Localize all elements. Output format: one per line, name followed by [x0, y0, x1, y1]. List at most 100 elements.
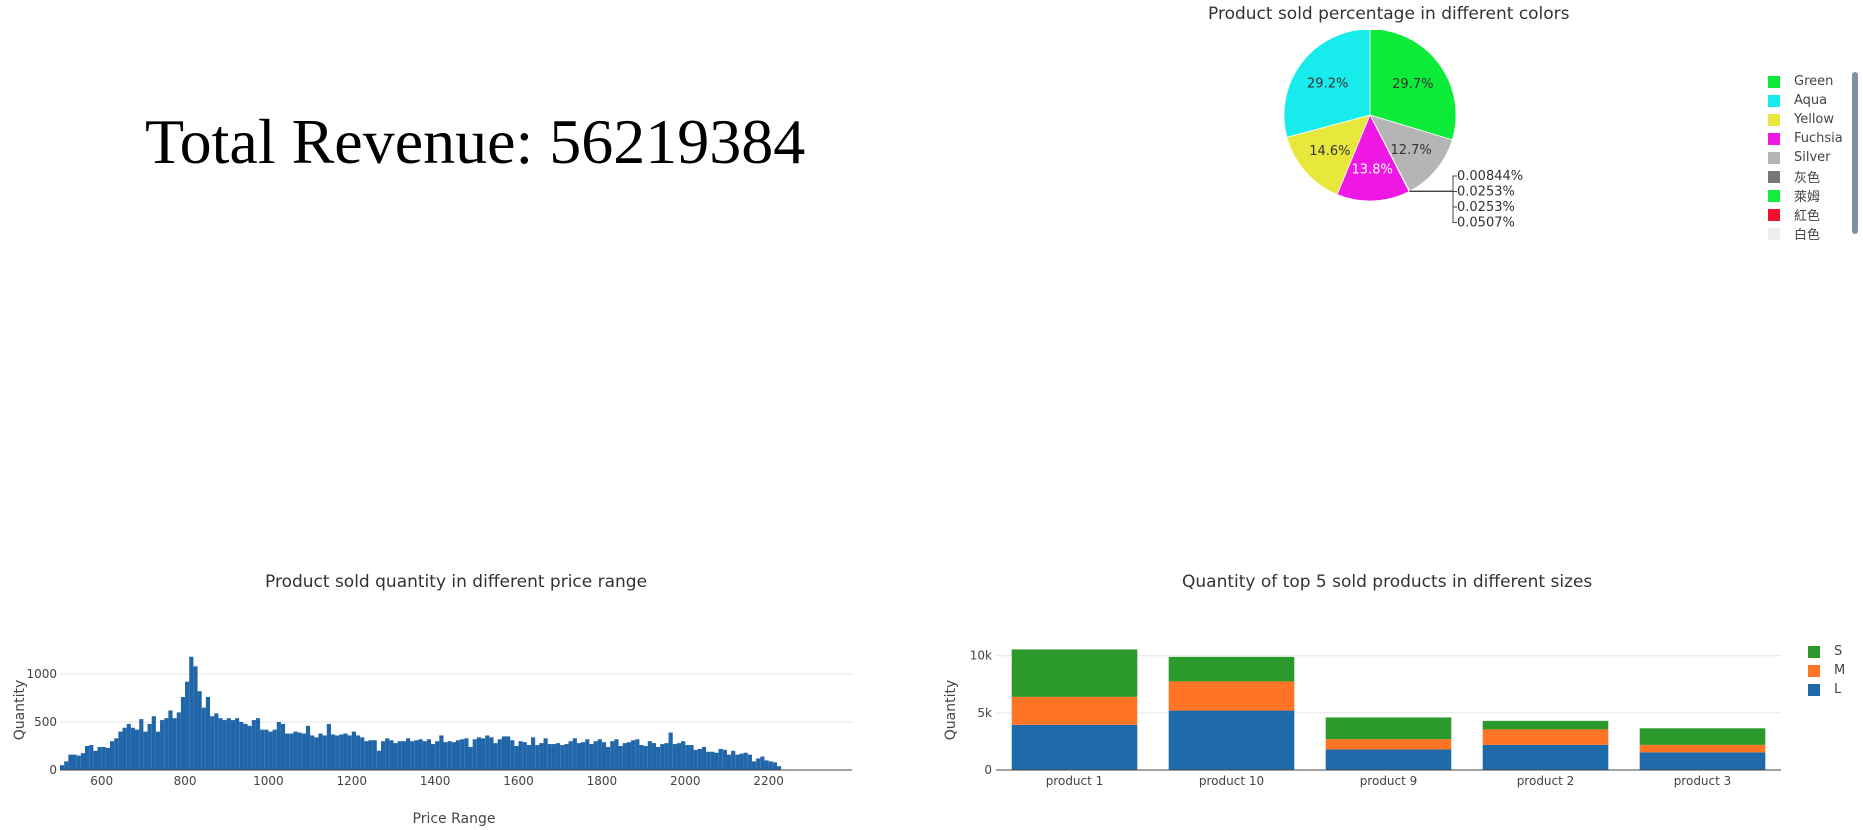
histogram-bar — [439, 735, 444, 770]
histogram-bar — [380, 741, 386, 770]
histogram-bar — [714, 752, 719, 770]
histogram-bar — [101, 746, 106, 770]
legend-item[interactable]: S — [1808, 642, 1845, 661]
legend-item[interactable]: Yellow — [1768, 110, 1848, 129]
y-axis-title: Quantity — [943, 680, 959, 741]
pie-chart: 29.7%12.7%13.8%14.6%29.2%0.00844%0.0253%… — [1283, 30, 1523, 231]
legend-item[interactable]: 白色 — [1768, 224, 1848, 240]
histogram-bar — [651, 743, 657, 770]
histogram-bar — [343, 733, 348, 770]
bar-segment — [1325, 717, 1452, 740]
x-tick-label: product 10 — [1199, 774, 1264, 788]
histogram-bar — [160, 720, 165, 770]
histogram-bar — [268, 731, 273, 770]
histogram-bar — [485, 735, 490, 770]
histogram-bar — [776, 766, 782, 770]
y-tick-label: 500 — [34, 715, 57, 729]
histogram-bar — [172, 718, 177, 770]
x-tick-label: 1000 — [253, 774, 284, 788]
x-tick-label: 1600 — [503, 774, 534, 788]
histogram-bar — [468, 746, 473, 770]
legend-item[interactable]: Green — [1768, 72, 1848, 91]
histogram-title: Product sold quantity in different price… — [265, 572, 648, 592]
histogram-bar — [185, 681, 190, 770]
legend-item[interactable]: Aqua — [1768, 91, 1848, 110]
histogram-bar — [335, 735, 340, 770]
histogram-bar — [201, 707, 206, 770]
histogram-bar — [572, 738, 577, 770]
histogram-bar — [297, 732, 302, 770]
histogram-bar — [531, 737, 536, 770]
legend-label: Green — [1794, 74, 1834, 89]
legend-item[interactable]: 灰色 — [1768, 167, 1848, 186]
histogram-bar — [372, 740, 377, 770]
histogram-bar — [497, 739, 502, 770]
pie-leader-line — [1409, 191, 1457, 223]
x-tick-label: 1200 — [337, 774, 368, 788]
histogram-bar — [76, 755, 81, 770]
legend-swatch — [1768, 151, 1780, 164]
histogram-bar — [389, 740, 394, 770]
x-tick-label: product 9 — [1360, 774, 1418, 788]
histogram-bar — [722, 749, 727, 770]
histogram-bar — [318, 733, 323, 770]
histogram-bar — [597, 739, 602, 770]
legend-item[interactable]: Fuchsia — [1768, 129, 1848, 148]
legend-swatch — [1768, 113, 1780, 126]
histogram-chart: 0 500 1000 600 800 1000 1200 1400 1600 1800 2000 22… — [12, 656, 852, 827]
histogram-bar — [601, 742, 607, 770]
histogram-bar — [614, 739, 619, 770]
histogram-bar — [493, 743, 498, 770]
histogram-bar — [735, 754, 740, 770]
histogram-bar — [226, 718, 231, 770]
histogram-bar — [693, 749, 698, 770]
bar-segment — [1325, 739, 1452, 750]
histogram-bar — [168, 710, 173, 770]
legend-item[interactable]: L — [1808, 680, 1845, 699]
histogram-bar — [89, 745, 94, 770]
histogram-bar — [751, 761, 757, 770]
histogram-bar — [768, 761, 773, 770]
histogram-bar — [606, 746, 611, 770]
histogram-bar — [418, 739, 423, 770]
histogram-bar — [535, 745, 540, 770]
histogram-bar — [631, 740, 636, 770]
y-tick-label: 0 — [984, 763, 992, 777]
legend-item[interactable]: 紅色 — [1768, 205, 1848, 224]
legend-item[interactable]: Silver — [1768, 148, 1848, 167]
legend-item[interactable]: M — [1808, 661, 1845, 680]
legend-swatch — [1808, 645, 1820, 658]
bar-segment — [1482, 744, 1609, 770]
pie-slice-label: 13.8% — [1352, 162, 1393, 177]
x-tick-label: 800 — [174, 774, 197, 788]
x-tick-label: 1800 — [587, 774, 618, 788]
histogram-bar — [635, 739, 640, 770]
histogram-bar — [205, 697, 211, 770]
legend-item[interactable]: 萊姆 — [1768, 186, 1848, 205]
histogram-bar — [456, 740, 461, 770]
histogram-bar — [189, 656, 194, 770]
histogram-bar — [672, 744, 677, 770]
pie-slice-label: 0.00844% — [1457, 169, 1523, 184]
histogram-bar — [430, 744, 436, 770]
histogram-bar — [760, 756, 765, 770]
histogram-bar — [310, 735, 315, 770]
histogram-bar — [155, 731, 161, 770]
histogram-bar — [543, 738, 548, 770]
histogram-bar — [664, 743, 669, 770]
histogram-bar — [489, 737, 494, 770]
histogram-bar — [118, 731, 123, 770]
x-tick-label: product 3 — [1674, 774, 1732, 788]
pie-slice — [1283, 30, 1371, 138]
histogram-bar — [85, 746, 90, 770]
x-tick-label: product 1 — [1046, 774, 1104, 788]
histogram-bar — [451, 742, 456, 770]
legend-scrollbar[interactable] — [1852, 72, 1858, 234]
stacked-bar-chart: 0 5k 10k product 1 product 10 product 9 produc… — [943, 649, 1781, 788]
legend-swatch — [1768, 170, 1780, 183]
histogram-bar — [251, 720, 256, 770]
histogram-bar — [243, 723, 248, 770]
histogram-bar — [239, 722, 244, 770]
histogram-bar — [681, 741, 686, 770]
pie-legend: Green Aqua Yellow Fuchsia Silver 灰色 萊姆 紅色 白色 — [1768, 72, 1848, 240]
